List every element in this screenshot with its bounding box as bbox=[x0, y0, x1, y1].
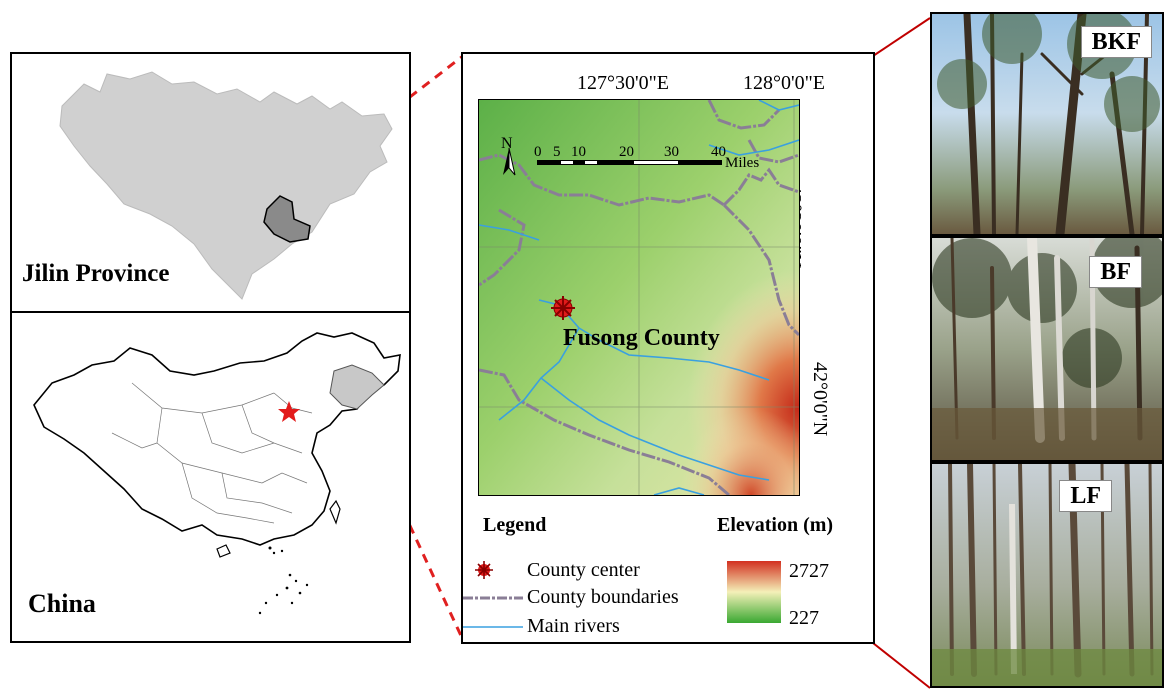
scale-tick: 40 bbox=[711, 144, 726, 160]
scale-tick: 30 bbox=[664, 144, 679, 160]
county-boundaries bbox=[479, 100, 799, 495]
photo-lf: LF bbox=[930, 462, 1164, 688]
china-panel: China bbox=[10, 311, 411, 643]
scale-tick: 10 bbox=[571, 144, 586, 160]
photo-bf: BF bbox=[930, 236, 1164, 462]
county-center-icon bbox=[551, 296, 575, 320]
south-china-sea-islands bbox=[258, 546, 309, 615]
main-rivers bbox=[479, 100, 799, 495]
taiwan-shape bbox=[329, 499, 341, 525]
north-label: N bbox=[501, 135, 513, 152]
photo-label-lf: LF bbox=[1059, 480, 1112, 512]
legend-label-county-center: County center bbox=[527, 559, 640, 581]
longitude-label-1: 127°30'0"E bbox=[577, 72, 669, 94]
photo-bkf: BKF bbox=[930, 12, 1164, 236]
legend-symbol-county-boundaries-icon bbox=[463, 596, 523, 600]
jilin-panel: Jilin Province bbox=[10, 52, 411, 313]
fusong-county-shape bbox=[263, 195, 311, 243]
jilin-province-shape bbox=[59, 71, 393, 300]
scale-tick: 20 bbox=[619, 144, 634, 160]
elevation-title: Elevation (m) bbox=[717, 514, 834, 536]
elevation-map: N 0 5 10 20 30 40 Miles Fusong County bbox=[478, 99, 800, 496]
legend-symbol-main-rivers-icon bbox=[463, 626, 523, 628]
legend-title: Legend bbox=[483, 514, 547, 536]
jilin-map bbox=[59, 71, 393, 300]
elevation-ramp bbox=[727, 561, 781, 623]
legend-symbol-county-center-icon bbox=[475, 561, 493, 579]
lf-trees bbox=[932, 464, 1162, 686]
beijing-star-icon bbox=[278, 401, 300, 422]
scale-unit: Miles bbox=[725, 155, 759, 171]
jilin-highlight bbox=[329, 364, 385, 410]
legend-label-main-rivers: Main rivers bbox=[527, 615, 620, 637]
china-map bbox=[33, 332, 401, 615]
north-arrow-icon bbox=[503, 147, 516, 176]
province-borders bbox=[111, 382, 313, 524]
connector-photo-bottom bbox=[872, 642, 931, 689]
latitude-label-2: 42°0'0"N bbox=[809, 362, 831, 437]
jilin-label: Jilin Province bbox=[22, 260, 170, 287]
legend-label-county-boundaries: County boundaries bbox=[527, 586, 679, 608]
scale-tick: 5 bbox=[553, 144, 561, 160]
county-label: Fusong County bbox=[563, 325, 720, 351]
connector-jilin-main-bottom bbox=[273, 234, 465, 641]
main-map-panel: 127°30'0"E 128°0'0"E 42°30'0"N 42°0'0"N bbox=[461, 52, 875, 644]
photo-label-bf: BF bbox=[1089, 256, 1142, 288]
elevation-max: 2727 bbox=[789, 560, 829, 582]
hainan-shape bbox=[216, 544, 231, 558]
scale-bar bbox=[537, 160, 722, 165]
scale-ticks: 0 5 10 20 30 40 bbox=[534, 144, 726, 160]
scale-tick: 0 bbox=[534, 144, 542, 160]
china-label: China bbox=[28, 589, 96, 618]
connector-photo-top bbox=[872, 17, 931, 57]
bf-trees bbox=[932, 238, 1162, 460]
elevation-min: 227 bbox=[789, 607, 819, 629]
photo-label-bkf: BKF bbox=[1080, 26, 1152, 58]
longitude-label-2: 128°0'0"E bbox=[743, 72, 825, 94]
